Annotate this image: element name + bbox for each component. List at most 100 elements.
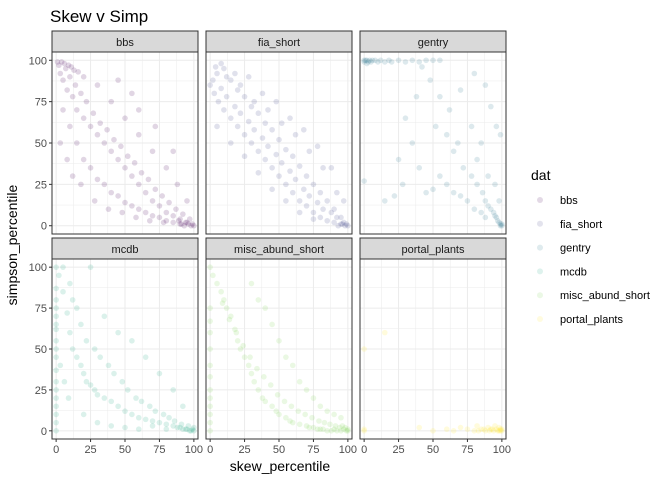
data-point [149,148,156,155]
data-point [494,428,501,434]
facet-strip-label: misc_abund_short [234,244,324,256]
data-point [237,110,244,117]
data-point [142,416,149,423]
data-point [464,426,471,432]
data-point [131,160,138,166]
data-point [471,428,478,434]
legend-item-misc_abund_short: misc_abund_short [537,290,650,302]
data-point [73,354,80,360]
data-point [53,395,59,401]
data-point [296,198,303,204]
data-point [399,181,406,188]
legend-title: dat [531,167,551,183]
data-point [223,74,230,80]
data-point [464,198,471,204]
data-point [218,60,224,67]
data-point [328,165,335,171]
data-point [324,428,331,434]
data-point [57,140,64,146]
facet-strip-label: gentry [418,37,449,49]
data-point [296,378,303,385]
data-point [324,217,331,224]
legend-label: portal_plants [560,314,623,326]
x-tick-label: 75 [461,444,473,456]
data-point [214,70,220,77]
data-point [53,411,59,418]
data-point [174,424,181,431]
legend-item-gentry: gentry [537,243,591,255]
data-point [184,426,190,432]
data-point [191,222,197,229]
data-point [207,395,213,401]
data-point [53,387,59,393]
data-point [221,297,227,303]
data-point [163,165,170,171]
data-point [259,135,266,141]
data-point [331,426,337,432]
data-point [402,59,409,65]
data-point [474,156,480,163]
data-point [361,346,367,352]
data-point [255,297,262,303]
data-point [287,418,293,424]
data-point [320,165,326,171]
data-point [178,221,185,227]
y-tick-label: 25 [35,385,47,397]
data-point [207,419,213,426]
data-point [227,77,234,83]
data-point [497,131,504,138]
legend-key [537,220,543,227]
data-point [108,423,115,429]
data-point [234,87,241,93]
data-point [375,59,381,65]
data-point [191,424,197,431]
data-point [122,199,128,206]
data-point [65,62,72,69]
data-point [492,181,498,188]
data-point [170,213,177,219]
data-point [499,221,505,227]
data-point [499,222,505,229]
data-point [135,181,142,188]
data-point [189,221,196,227]
data-point [488,426,494,432]
data-point [129,90,135,97]
data-point [119,209,126,216]
legend-label: gentry [560,243,591,255]
data-point [278,160,285,166]
data-point [314,199,321,206]
data-point [251,98,258,105]
data-point [381,198,388,204]
legend-key [537,244,543,251]
data-point [53,403,59,410]
data-point [135,426,142,432]
data-point [303,387,310,393]
data-point [115,403,121,410]
data-point [340,219,347,226]
data-point [496,198,502,204]
data-point [497,428,504,434]
legend-key [537,292,543,299]
data-point [218,288,224,295]
data-point [488,103,494,110]
data-point [497,222,504,229]
data-point [83,98,90,105]
data-point [122,115,128,121]
data-point [306,424,313,431]
data-point [345,222,351,229]
data-point [64,156,70,163]
data-point [338,221,344,227]
data-point [80,370,87,377]
data-point [254,365,260,372]
data-point [289,189,296,196]
data-point [156,203,163,209]
data-point [276,136,282,143]
data-point [90,110,97,117]
data-point [274,392,281,398]
data-point [138,398,145,405]
data-point [170,219,177,226]
y-tick-label: 100 [29,262,47,274]
data-point [283,414,289,421]
data-point [332,423,339,429]
